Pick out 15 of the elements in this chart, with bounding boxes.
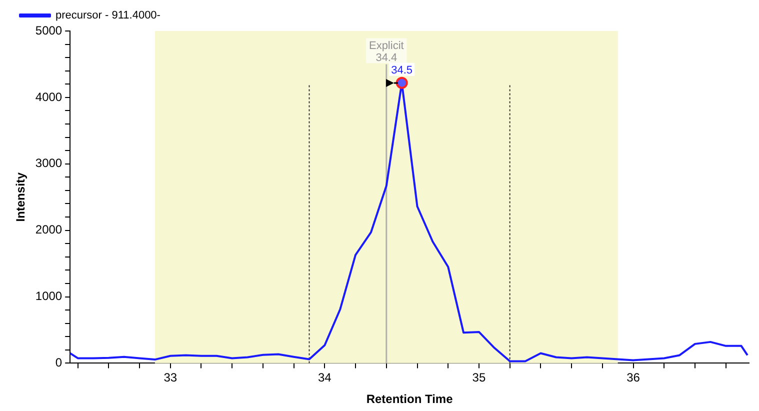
y-axis-title: Intensity: [14, 172, 28, 222]
x-tick-label: 36: [626, 370, 640, 385]
y-tick-label: 4000: [35, 90, 62, 104]
y-tick-label: 2000: [35, 222, 62, 237]
ref-line-label: Explicit 34.4: [368, 40, 404, 64]
x-tick-label: 35: [472, 370, 486, 385]
y-tick-label: 0: [55, 356, 62, 370]
x-tick-label: 33: [164, 370, 178, 385]
legend-label: precursor - 911.4000-: [56, 10, 161, 22]
x-tick-label: 34: [318, 370, 332, 385]
annotation: 34.5: [391, 64, 413, 76]
y-tick-label: 1000: [35, 289, 62, 304]
y-tick-label: 5000: [35, 23, 62, 38]
y-tick-label: 3000: [35, 156, 62, 170]
x-axis-title: Retention Time: [366, 392, 454, 406]
